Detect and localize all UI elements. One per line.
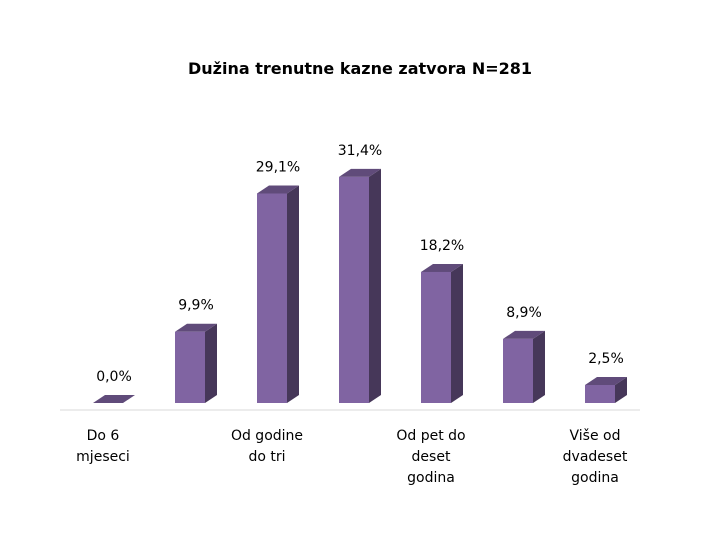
bar xyxy=(93,395,135,403)
value-label: 8,9% xyxy=(506,305,542,321)
bar-top xyxy=(503,330,545,339)
bar-front xyxy=(175,331,205,403)
bar xyxy=(585,377,627,403)
value-label: 31,4% xyxy=(338,143,382,159)
bar-side xyxy=(615,377,627,403)
bar-front xyxy=(421,271,451,403)
bar-front xyxy=(585,385,615,403)
bar-side xyxy=(205,323,217,403)
value-label: 9,9% xyxy=(178,298,214,314)
x-tick-label: Od pet do deset godina xyxy=(396,428,466,486)
bar-top xyxy=(585,377,627,385)
bar-top xyxy=(421,263,463,272)
bar-front xyxy=(503,338,533,403)
bar-side xyxy=(533,330,545,403)
chart-title: Dužina trenutne kazne zatvora N=281 xyxy=(188,59,532,78)
bar-front xyxy=(339,176,369,403)
bar xyxy=(175,323,217,403)
value-label: 18,2% xyxy=(420,238,464,254)
bar-top xyxy=(339,168,381,177)
value-label: 2,5% xyxy=(588,351,624,367)
x-tick-label: Do 6 mjeseci xyxy=(76,428,130,465)
bar-side xyxy=(369,168,381,403)
bar-front xyxy=(257,193,287,403)
bar-top xyxy=(257,185,299,194)
bar xyxy=(339,168,381,403)
value-label: 0,0% xyxy=(96,369,132,385)
value-label: 29,1% xyxy=(256,159,300,175)
bar xyxy=(257,185,299,403)
bar xyxy=(503,330,545,403)
bar-side xyxy=(287,185,299,403)
bar-side xyxy=(451,263,463,403)
x-tick-label: Od godine do tri xyxy=(230,428,304,465)
bar-top xyxy=(175,323,217,332)
bar-top xyxy=(93,395,135,403)
bar xyxy=(421,263,463,403)
x-tick-label: Više od dvadeset godina xyxy=(562,428,628,486)
